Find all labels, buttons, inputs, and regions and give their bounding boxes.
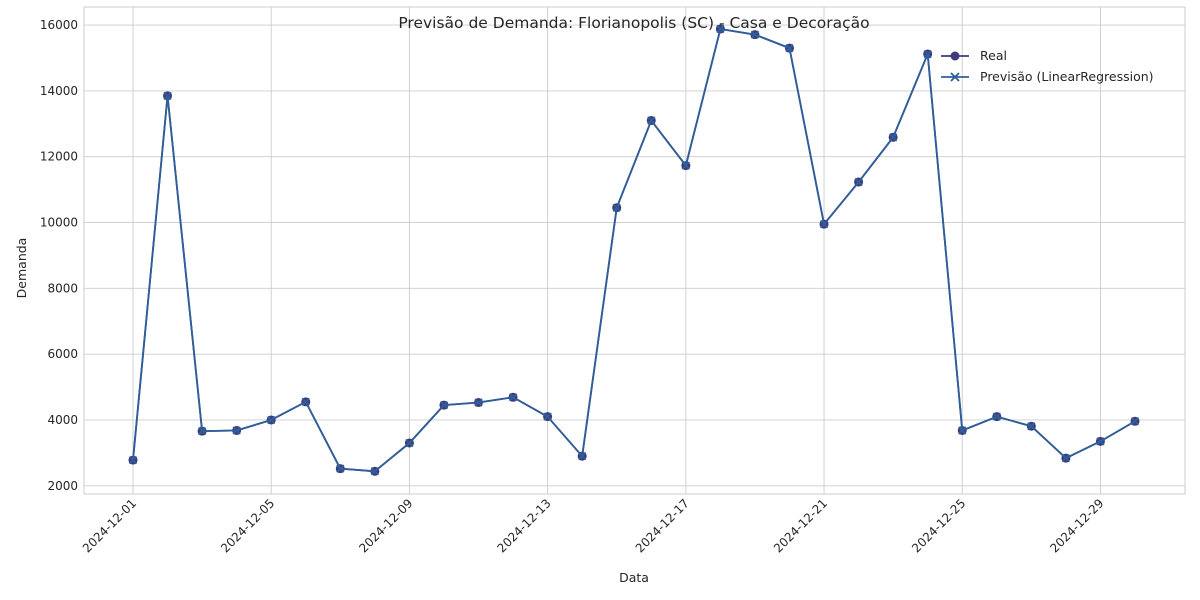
data-point	[1061, 453, 1071, 463]
data-point	[1027, 422, 1036, 431]
y-tick-label: 2000	[47, 479, 78, 493]
plot-frame	[83, 6, 1186, 495]
data-point	[819, 220, 829, 229]
legend: Real Previsão (LinearRegression)	[941, 48, 1154, 84]
series-line	[132, 28, 1136, 473]
legend-real-label: Real	[980, 48, 1007, 63]
data-point	[163, 91, 172, 100]
series-line	[132, 28, 1136, 473]
legend-forecast-marker	[950, 72, 960, 82]
x-tick-label: 2024-12-09	[356, 496, 415, 555]
data-point	[923, 49, 932, 59]
y-axis-label: Demanda	[14, 238, 29, 299]
y-tick-labels: 2000 4000 6000 8000 10000 12000 14000 16000	[40, 18, 78, 493]
x-tick-label: 2024-12-25	[909, 496, 968, 555]
data-point	[716, 24, 725, 34]
x-tick-label: 2024-12-01	[80, 496, 139, 555]
y-tick-label: 6000	[47, 347, 78, 361]
x-axis-label: Data	[619, 570, 649, 585]
y-tick-label: 16000	[40, 18, 78, 32]
data-point	[647, 116, 656, 125]
grid	[84, 7, 1185, 494]
series-real	[128, 24, 1140, 476]
data-point	[508, 393, 518, 402]
data-point	[750, 30, 760, 39]
y-tick-label: 14000	[40, 84, 78, 98]
data-point	[1096, 437, 1105, 446]
data-point	[232, 426, 241, 435]
data-point	[301, 397, 310, 407]
data-point	[785, 43, 794, 53]
data-point	[889, 133, 898, 142]
x-tick-label: 2024-12-13	[495, 496, 554, 555]
x-tick-label: 2024-12-21	[771, 496, 830, 555]
data-point	[474, 398, 483, 407]
series-layer	[128, 24, 1140, 476]
series-forecast	[128, 24, 1140, 476]
data-point	[439, 401, 449, 410]
data-point	[992, 412, 1001, 421]
data-point	[958, 426, 967, 435]
data-point	[1130, 417, 1140, 426]
data-point	[543, 412, 552, 421]
chart-title: Previsão de Demanda: Florianopolis (SC) …	[398, 14, 869, 32]
data-point	[370, 467, 379, 476]
data-point	[681, 161, 690, 170]
x-tick-label: 2024-12-17	[633, 496, 692, 555]
data-point	[578, 452, 587, 461]
data-point	[854, 177, 863, 187]
y-tick-label: 12000	[40, 150, 78, 164]
x-tick-labels: 2024-12-01 2024-12-05 2024-12-09 2024-12-13…	[80, 496, 1107, 555]
legend-real-marker	[950, 51, 960, 61]
x-tick-label: 2024-12-05	[218, 496, 277, 555]
legend-forecast-label: Previsão (LinearRegression)	[980, 69, 1154, 84]
data-point	[336, 464, 345, 473]
y-tick-label: 8000	[47, 281, 78, 295]
y-tick-label: 10000	[40, 216, 78, 230]
data-point	[405, 438, 414, 448]
data-point	[267, 415, 276, 425]
data-point	[197, 427, 207, 436]
x-tick-label: 2024-12-29	[1047, 496, 1106, 555]
y-tick-label: 4000	[47, 413, 78, 427]
data-point	[128, 455, 138, 465]
data-point	[612, 203, 621, 212]
